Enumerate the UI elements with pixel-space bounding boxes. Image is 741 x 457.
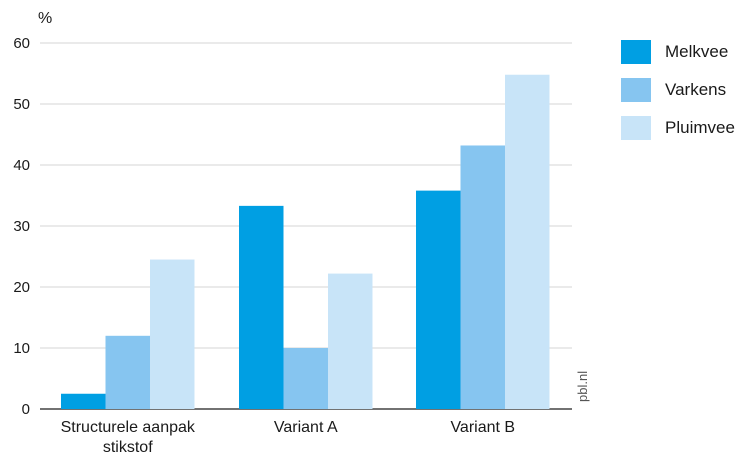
bar-pluimvee-0	[150, 259, 195, 409]
y-tick-label: 10	[13, 340, 30, 357]
y-tick-label: 60	[13, 35, 30, 52]
y-tick-label: 30	[13, 218, 30, 235]
y-tick-label: 0	[22, 401, 30, 418]
y-axis-unit-label: %	[38, 10, 52, 27]
x-category-label: Structurele aanpak	[61, 419, 196, 436]
x-axis-categories: Structurele aanpak stikstof Variant A Varia…	[61, 419, 515, 456]
legend-item-varkens: Varkens	[621, 78, 735, 102]
bar-melkvee-0	[61, 393, 106, 409]
source-label: pbl.nl	[575, 371, 590, 402]
legend-label-varkens: Varkens	[665, 80, 727, 99]
legend-item-melkvee: Melkvee	[621, 40, 735, 64]
legend-label-pluimvee: Pluimvee	[665, 118, 735, 137]
bar-varkens-1	[283, 348, 328, 409]
bar-melkvee-2	[416, 190, 461, 409]
bars	[61, 74, 550, 410]
x-category-label: stikstof	[103, 439, 153, 456]
legend-swatch-melkvee	[621, 40, 651, 64]
legend-swatch-varkens	[621, 78, 651, 102]
y-tick-label: 20	[13, 279, 30, 296]
legend-swatch-pluimvee	[621, 116, 651, 140]
y-tick-label: 50	[13, 96, 30, 113]
bar-varkens-2	[460, 145, 505, 410]
legend-item-pluimvee: Pluimvee	[621, 116, 735, 140]
bar-varkens-0	[105, 335, 150, 409]
bar-melkvee-1	[239, 205, 284, 409]
legend: Melkvee Varkens Pluimvee	[621, 40, 735, 154]
x-category-label: Variant A	[274, 419, 338, 436]
y-tick-label: 40	[13, 157, 30, 174]
bar-pluimvee-1	[328, 273, 373, 409]
legend-label-melkvee: Melkvee	[665, 42, 729, 61]
x-category-label: Variant B	[450, 419, 515, 436]
bar-pluimvee-2	[505, 74, 550, 409]
y-axis-ticks: 0 10 20 30 40 50 60	[13, 35, 30, 418]
